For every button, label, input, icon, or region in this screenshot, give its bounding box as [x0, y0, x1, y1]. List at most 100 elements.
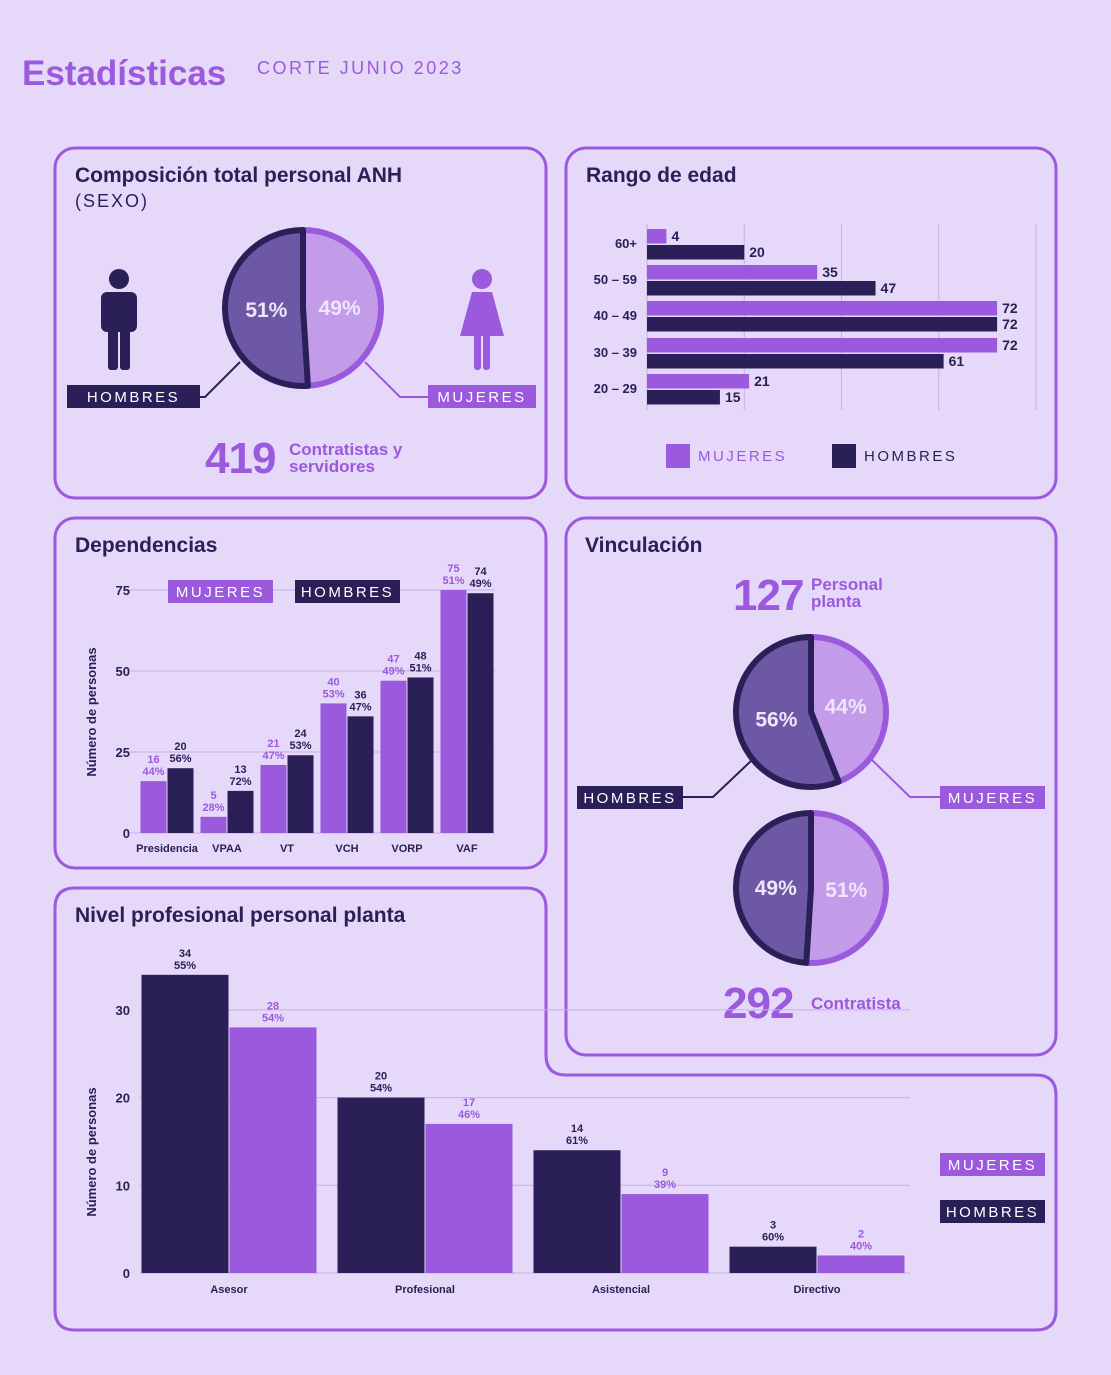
bar [647, 317, 998, 332]
value-label: 40 [327, 676, 339, 688]
bar [167, 768, 194, 833]
value-label: 16 [147, 754, 159, 766]
share-label: 61% [566, 1135, 588, 1147]
legend-label: MUJERES [948, 1157, 1037, 1174]
bar [647, 301, 998, 316]
value-label: 47 [881, 280, 897, 296]
pie-slice [300, 227, 384, 389]
panel [53, 516, 548, 870]
x-tick-label: VORP [391, 843, 422, 855]
y-tick-label: 25 [116, 745, 130, 760]
chart-title: Nivel profesional personal planta [75, 904, 406, 927]
share-label: 51% [409, 662, 431, 674]
value-label: 72 [1002, 337, 1018, 353]
bar [533, 1150, 621, 1273]
share-label: 55% [174, 960, 196, 972]
legend-label: HOMBRES [946, 1204, 1039, 1221]
share-label: 53% [289, 740, 311, 752]
total-label: Contratistas y servidores [289, 440, 403, 476]
y-tick-label: 75 [116, 583, 130, 598]
bar [647, 265, 818, 280]
y-axis-title: Número de personas [84, 647, 99, 776]
value-label: 48 [414, 650, 426, 662]
bar [647, 338, 998, 353]
value-label: 9 [662, 1167, 668, 1179]
value-label: 21 [754, 373, 770, 389]
value-label: 15 [725, 389, 741, 405]
value-label: 35 [822, 264, 838, 280]
slice-label: 51% [825, 879, 867, 902]
chart-subtitle: (SEXO) [75, 191, 149, 211]
value-label: 36 [354, 689, 366, 701]
y-tick-label: 0 [123, 826, 130, 841]
value-label: 2 [858, 1228, 864, 1240]
value-label: 72 [1002, 316, 1018, 332]
share-label: 54% [262, 1012, 284, 1024]
connectors [200, 361, 940, 798]
x-tick-label: VCH [335, 843, 358, 855]
slice-label: 44% [825, 695, 867, 718]
value-label: 20 [749, 244, 765, 260]
value-label: 75 [447, 563, 459, 575]
bar [229, 1027, 317, 1273]
value-label: 13 [234, 764, 246, 776]
share-label: 46% [458, 1109, 480, 1121]
bar [260, 764, 287, 833]
bar [337, 1097, 425, 1273]
chart-title: Dependencias [75, 534, 217, 557]
x-tick-label: VAF [456, 843, 477, 855]
chart-title: Rango de edad [586, 164, 737, 187]
share-label: 56% [169, 753, 191, 765]
share-label: 47% [262, 750, 284, 762]
value-label: 14 [571, 1123, 584, 1135]
y-tick-label: 0 [123, 1266, 130, 1281]
panel [564, 146, 1058, 500]
legend-label-box [67, 385, 200, 408]
legend-label: MUJERES [698, 448, 787, 465]
bar [647, 374, 750, 389]
x-tick-label: Directivo [793, 1284, 840, 1296]
legend-label-box [940, 1200, 1045, 1223]
bar [440, 590, 467, 833]
chart-title: Composición total personal ANH [75, 164, 402, 187]
pie-slice [222, 227, 311, 389]
legend-label-box [940, 1153, 1045, 1176]
total-value: 419 [205, 434, 275, 483]
total-label: Personal planta [811, 575, 883, 611]
bar [729, 1246, 817, 1273]
value-label: 74 [474, 566, 487, 578]
share-label: 47% [349, 701, 371, 713]
value-label: 4 [671, 228, 679, 244]
y-tick-label: 20 – 29 [594, 381, 637, 396]
share-label: 51% [442, 575, 464, 587]
pie-slice [733, 634, 842, 790]
y-tick-label: 30 [116, 1003, 130, 1018]
pie-slice [803, 810, 889, 966]
bar [227, 790, 254, 833]
bar [647, 281, 876, 296]
legend-label-box [168, 580, 273, 603]
panel [53, 886, 1058, 1332]
bar [467, 593, 494, 833]
bar [621, 1194, 709, 1273]
slice-label: 51% [245, 299, 287, 322]
value-label: 72 [1002, 300, 1018, 316]
share-label: 60% [762, 1232, 784, 1244]
x-tick-label: VT [280, 843, 294, 855]
panels [53, 146, 1058, 1332]
value-label: 61 [949, 353, 965, 369]
total-value: 127 [733, 571, 803, 620]
panel [564, 516, 1058, 1057]
legend-label: HOMBRES [583, 790, 676, 807]
x-tick-label: Asistencial [592, 1284, 650, 1296]
bar [287, 755, 314, 833]
share-label: 53% [322, 688, 344, 700]
bar [320, 703, 347, 833]
value-label: 3 [770, 1220, 776, 1232]
page-title: Estadísticas [22, 54, 226, 93]
x-tick-label: Presidencia [136, 843, 199, 855]
value-label: 47 [387, 654, 399, 666]
legend-label: HOMBRES [864, 448, 957, 465]
value-label: 20 [375, 1071, 387, 1083]
panel [53, 146, 548, 500]
